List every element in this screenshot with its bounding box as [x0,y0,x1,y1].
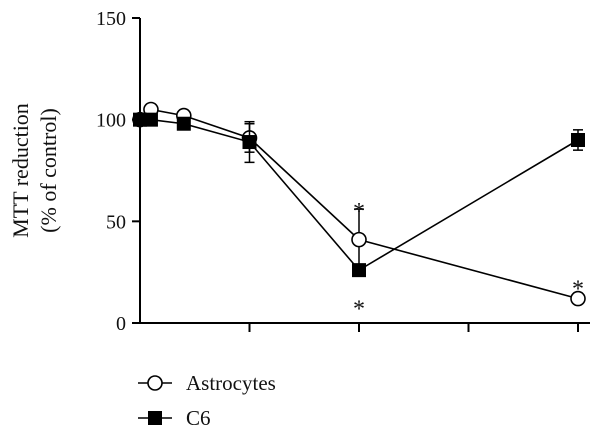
data-point [242,135,257,150]
data-point [351,231,367,248]
data-point [571,133,585,147]
legend: Astrocytes C6 [138,371,276,430]
data-point [570,290,586,307]
legend-label: C6 [186,406,211,430]
y-tick-label: 0 [116,313,126,335]
legend-label: Astrocytes [186,371,276,395]
annotations: * * * [353,199,584,323]
series-layer [132,101,586,307]
series-c6 [133,112,585,278]
y-axis-title-line: MTT reduction [8,103,33,238]
y-axis-title: MTT reduction (% of control) [8,103,61,238]
y-tick-label: 100 [96,110,126,132]
significance-asterisk: * [353,199,365,225]
data-point [176,116,191,131]
significance-asterisk: * [572,276,584,302]
data-point [133,112,147,127]
y-axis-title-line: (% of control) [36,108,61,233]
legend-item: Astrocytes [138,371,276,395]
legend-item: C6 [138,406,211,430]
x-axis-ticks [248,323,579,332]
y-tick-label: 150 [96,8,126,30]
data-point [352,263,366,278]
data-point [143,112,158,127]
y-axis-ticks: 0 50 100 150 [96,8,140,335]
y-tick-label: 50 [106,211,126,233]
legend-marker [148,411,162,425]
axes [139,18,590,324]
legend-marker [147,375,163,391]
significance-asterisk: * [353,297,365,323]
